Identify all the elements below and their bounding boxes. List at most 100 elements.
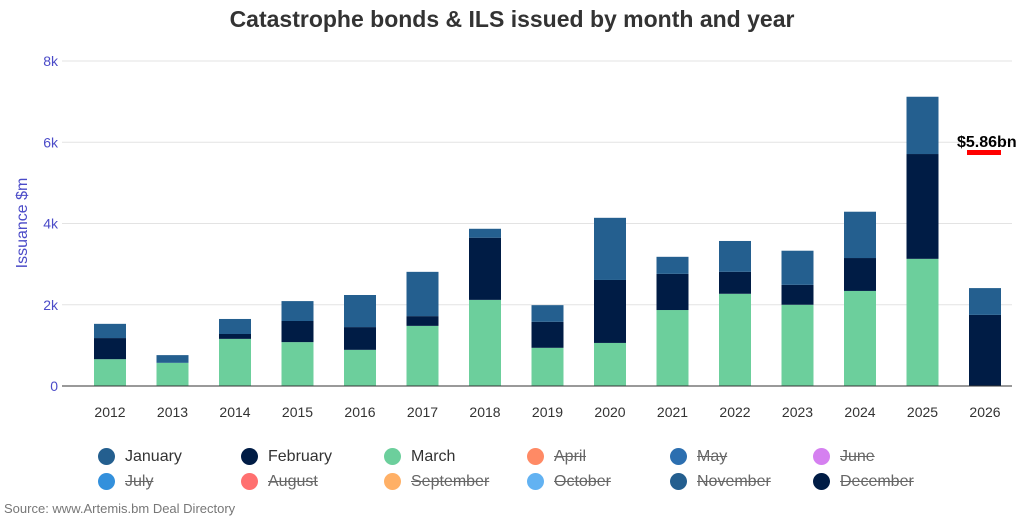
bar-february-2023[interactable] (781, 284, 814, 305)
x-tick-label: 2015 (282, 404, 313, 420)
bar-march-2016[interactable] (344, 349, 376, 386)
legend-item-july[interactable]: July (98, 471, 241, 492)
x-tick-label: 2012 (94, 404, 125, 420)
legend-item-october[interactable]: October (527, 471, 670, 492)
bar-january-2018[interactable] (469, 228, 501, 238)
y-tick-label: 2k (43, 297, 59, 313)
legend-marker-icon (813, 448, 830, 465)
legend-item-june[interactable]: June (813, 446, 956, 467)
bar-january-2022[interactable] (719, 240, 751, 272)
bar-february-2017[interactable] (406, 316, 439, 326)
legend-item-april[interactable]: April (527, 446, 670, 467)
x-tick-label: 2020 (594, 404, 625, 420)
legend-label: July (125, 472, 154, 490)
legend-label: June (840, 447, 875, 465)
legend-label: February (268, 447, 333, 465)
legend-marker-icon (241, 448, 258, 465)
bar-february-2026[interactable] (969, 314, 1001, 386)
bar-january-2016[interactable] (344, 295, 376, 328)
legend-label: April (554, 447, 587, 465)
legend-label: January (125, 447, 182, 465)
bar-march-2023[interactable] (781, 304, 814, 386)
bar-march-2021[interactable] (656, 310, 689, 386)
legend: January February March April May June July Augu… (98, 446, 956, 492)
legend-item-september[interactable]: September (384, 471, 527, 492)
legend-item-december[interactable]: December (813, 471, 956, 492)
bar-january-2013[interactable] (156, 355, 189, 363)
bar-march-2020[interactable] (594, 342, 626, 386)
bar-january-2020[interactable] (594, 217, 626, 280)
legend-item-november[interactable]: November (670, 471, 813, 492)
bar-january-2014[interactable] (219, 318, 251, 334)
x-tick-label: 2023 (782, 404, 813, 420)
bar-february-2018[interactable] (469, 237, 501, 300)
y-tick-label: 6k (43, 134, 59, 150)
bar-february-2025[interactable] (906, 154, 939, 259)
bar-february-2019[interactable] (531, 321, 564, 348)
y-tick-label: 4k (43, 216, 59, 232)
bar-january-2021[interactable] (656, 256, 689, 274)
bar-february-2014[interactable] (219, 334, 251, 339)
legend-marker-icon (384, 448, 401, 465)
x-tick-label: 2026 (969, 404, 1000, 420)
x-tick-label: 2024 (844, 404, 875, 420)
legend-label: August (268, 472, 318, 490)
chart-title: Catastrophe bonds & ILS issued by month … (229, 6, 795, 32)
legend-marker-icon (670, 448, 687, 465)
legend-item-january[interactable]: January (98, 446, 241, 467)
x-tick-label: 2013 (157, 404, 188, 420)
legend-marker-icon (241, 473, 258, 490)
legend-label: May (697, 447, 728, 465)
legend-item-august[interactable]: August (241, 471, 384, 492)
bar-january-2026[interactable] (969, 288, 1001, 315)
annotation-underline (967, 150, 1001, 155)
legend-item-february[interactable]: February (241, 446, 384, 467)
legend-marker-icon (670, 473, 687, 490)
bar-february-2021[interactable] (656, 273, 689, 311)
bar-march-2025[interactable] (906, 258, 939, 386)
legend-label: October (554, 472, 611, 490)
bar-january-2017[interactable] (406, 271, 439, 317)
x-tick-label: 2016 (344, 404, 375, 420)
source-note: Source: www.Artemis.bm Deal Directory (4, 501, 236, 516)
bar-february-2020[interactable] (594, 279, 626, 343)
chart-area: 0 2k 4k 6k 8k Issuance $m 2012 2013 2014 2015 2016… (14, 53, 1017, 420)
legend-item-may[interactable]: May (670, 446, 813, 467)
bar-march-2015[interactable] (281, 342, 314, 386)
bar-february-2012[interactable] (94, 338, 126, 360)
legend-label: November (697, 472, 771, 490)
x-tick-label: 2021 (657, 404, 688, 420)
legend-marker-icon (384, 473, 401, 490)
bar-march-2012[interactable] (94, 359, 126, 386)
legend-marker-icon (98, 448, 115, 465)
legend-marker-icon (527, 473, 544, 490)
legend-marker-icon (813, 473, 830, 490)
legend-item-march[interactable]: March (384, 446, 527, 467)
bar-february-2016[interactable] (344, 327, 376, 350)
bar-march-2019[interactable] (531, 347, 564, 386)
bar-february-2024[interactable] (844, 258, 876, 291)
bar-january-2025[interactable] (906, 96, 939, 155)
bar-march-2013[interactable] (156, 362, 189, 386)
bar-february-2015[interactable] (281, 321, 314, 343)
x-tick-label: 2022 (719, 404, 750, 420)
legend-marker-icon (527, 448, 544, 465)
legend-label: December (840, 472, 914, 490)
bar-march-2022[interactable] (719, 293, 751, 386)
legend-marker-icon (98, 473, 115, 490)
bar-january-2015[interactable] (281, 301, 314, 321)
annotation-label: $5.86bn (957, 134, 1017, 151)
bar-march-2014[interactable] (219, 338, 251, 386)
x-tick-label: 2025 (907, 404, 938, 420)
bar-march-2018[interactable] (469, 299, 501, 386)
x-tick-label: 2019 (532, 404, 563, 420)
bar-january-2024[interactable] (844, 211, 876, 259)
bar-january-2012[interactable] (94, 323, 126, 339)
bar-january-2019[interactable] (531, 305, 564, 322)
bar-february-2022[interactable] (719, 271, 751, 294)
bar-march-2017[interactable] (406, 325, 439, 386)
y-tick-label: 0 (50, 378, 58, 394)
bar-march-2024[interactable] (844, 290, 876, 386)
bar-january-2023[interactable] (781, 250, 814, 285)
y-axis-label: Issuance $m (14, 178, 31, 269)
